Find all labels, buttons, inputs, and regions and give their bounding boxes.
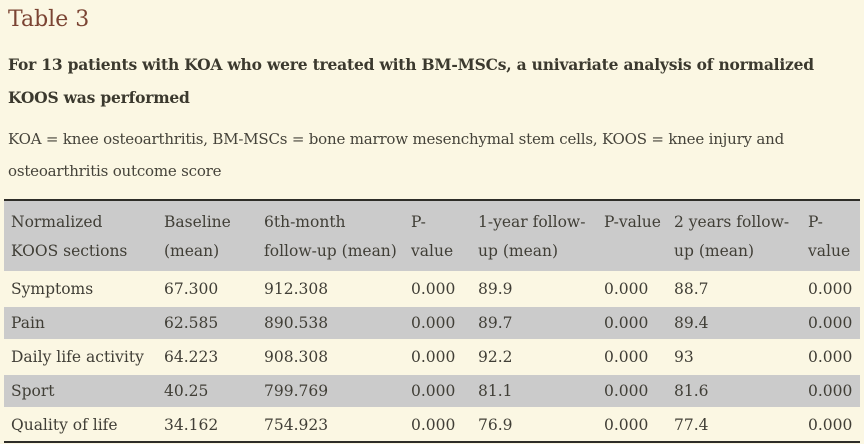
value-cell: 88.7 [674, 280, 709, 298]
table-row: Pain 62.585 890.538 0.000 89.7 0.000 89.4 0.000 [4, 306, 860, 340]
row-label-cell: Symptoms [11, 280, 94, 298]
value-cell: 0.000 [404, 306, 471, 340]
row-label-cell: Daily life activity [11, 348, 144, 366]
value-cell: 81.1 [471, 374, 597, 408]
table-number-title: Table 3 [8, 7, 90, 32]
table-header: Normalized KOOS sections Baseline (mean) 6… [4, 200, 860, 272]
column-header: P-value [801, 200, 860, 272]
column-header: P-value [597, 200, 667, 272]
value-cell: 0.000 [411, 280, 456, 298]
value-cell: 77.4 [674, 416, 709, 434]
abbreviation-caption: KOA = knee osteoarthritis, BM-MSCs = bon… [8, 130, 784, 180]
column-header: 6th-month follow-up (mean) [257, 200, 404, 272]
table-row: Quality of life 34.162 754.923 0.000 76.9 0.0… [4, 408, 860, 442]
value-cell: 0.000 [801, 374, 860, 408]
value-cell: 0.000 [801, 306, 860, 340]
column-header: 1-year follow-up (mean) [471, 200, 597, 272]
value-cell: 799.769 [257, 374, 404, 408]
value-cell: 0.000 [411, 416, 456, 434]
value-cell: 0.000 [808, 280, 853, 298]
value-cell: 81.6 [667, 374, 801, 408]
value-cell: 754.923 [264, 416, 329, 434]
table-row: Sport 40.25 799.769 0.000 81.1 0.000 81.6 0.000 [4, 374, 860, 408]
column-header: P-value [404, 200, 471, 272]
value-cell: 908.308 [264, 348, 329, 366]
value-cell: 0.000 [604, 416, 649, 434]
value-cell: 0.000 [604, 348, 649, 366]
value-cell: 64.223 [164, 348, 219, 366]
value-cell: 89.7 [471, 306, 597, 340]
value-cell: 76.9 [478, 416, 513, 434]
row-label-cell: Sport [4, 374, 157, 408]
value-cell: 0.000 [597, 306, 667, 340]
value-cell: 890.538 [257, 306, 404, 340]
value-cell: 89.4 [667, 306, 801, 340]
value-cell: 34.162 [164, 416, 219, 434]
koos-results-table: Normalized KOOS sections Baseline (mean) 6… [4, 199, 860, 443]
header-row: Normalized KOOS sections Baseline (mean) 6… [4, 200, 860, 272]
value-cell: 0.000 [404, 374, 471, 408]
row-label-cell: Quality of life [11, 416, 118, 434]
table-subtitle: For 13 patients with KOA who were treate… [8, 55, 814, 107]
value-cell: 0.000 [808, 416, 853, 434]
value-cell: 67.300 [164, 280, 219, 298]
value-cell: 0.000 [597, 374, 667, 408]
value-cell: 40.25 [157, 374, 257, 408]
table-row: Symptoms 67.300 912.308 0.000 89.9 0.000 88.7 0… [4, 272, 860, 306]
value-cell: 912.308 [264, 280, 329, 298]
value-cell: 92.2 [478, 348, 513, 366]
value-cell: 0.000 [808, 348, 853, 366]
value-cell: 62.585 [157, 306, 257, 340]
table-row: Daily life activity 64.223 908.308 0.000 92.… [4, 340, 860, 374]
value-cell: 89.9 [478, 280, 513, 298]
table-body: Symptoms 67.300 912.308 0.000 89.9 0.000 88.7 0… [4, 272, 860, 442]
column-header: Baseline (mean) [157, 200, 257, 272]
column-header: 2 years follow-up (mean) [667, 200, 801, 272]
column-header: Normalized KOOS sections [4, 200, 157, 272]
value-cell: 93 [674, 348, 694, 366]
value-cell: 0.000 [411, 348, 456, 366]
value-cell: 0.000 [604, 280, 649, 298]
row-label-cell: Pain [4, 306, 157, 340]
